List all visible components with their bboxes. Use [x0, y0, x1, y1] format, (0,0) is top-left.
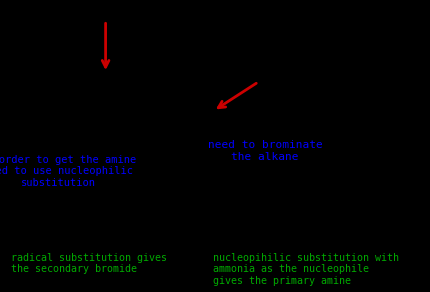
Text: nucleopihilic substitution with
ammonia as the nucleophile
gives the primary ami: nucleopihilic substitution with ammonia … — [213, 253, 399, 286]
Text: need to brominate
the alkane: need to brominate the alkane — [207, 140, 322, 162]
Text: radical substitution gives
the secondary bromide: radical substitution gives the secondary… — [11, 253, 166, 274]
Text: in order to get the amine
need to use nucleophilic
substitution: in order to get the amine need to use nu… — [0, 155, 136, 188]
